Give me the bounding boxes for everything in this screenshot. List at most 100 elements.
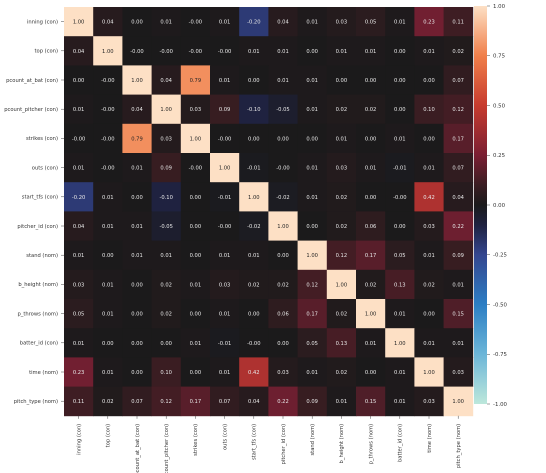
heatmap-cell [64, 7, 94, 37]
heatmap-cell [268, 94, 298, 125]
heatmap-cell [151, 7, 182, 37]
heatmap-cell [122, 240, 152, 271]
heatmap-cell [93, 299, 123, 329]
x-tick-label: top (con) [106, 424, 112, 448]
heatmap-cell [297, 182, 328, 212]
cell-value-label: 0.17 [365, 253, 377, 259]
heatmap-cell [297, 123, 328, 154]
heatmap-cell [268, 123, 298, 154]
cell-value-label: 0.02 [102, 399, 114, 405]
colorbar-tick-label: -0.25 [493, 253, 507, 259]
heatmap-cell [414, 357, 444, 387]
cell-value-label: 0.00 [102, 341, 114, 347]
cell-value-label: 0.00 [190, 370, 202, 376]
heatmap-cell [268, 357, 298, 387]
cell-value-label: 0.01 [423, 166, 435, 172]
cell-value-label: 0.00 [394, 107, 406, 113]
heatmap-cell [93, 182, 123, 212]
cell-value-label: -0.00 [247, 341, 260, 347]
cell-value-label: 0.00 [131, 282, 143, 288]
cell-value-label: 0.04 [452, 195, 464, 201]
cell-value-label: 0.04 [248, 399, 260, 405]
heatmap-cells [64, 7, 474, 417]
cell-value-label: -0.01 [393, 166, 406, 172]
cell-value-label: -0.10 [159, 195, 172, 201]
heatmap-cell-labels: 1.00 0.04 0.00 0.01 -0.00 0.01 -0.20 0.04 0.01 0.… [72, 20, 465, 406]
heatmap-cell [356, 123, 386, 154]
heatmap-cell [268, 65, 298, 95]
cell-value-label: 0.03 [336, 20, 348, 26]
cell-value-label: 0.00 [160, 341, 172, 347]
cell-value-label: 0.01 [423, 49, 435, 55]
heatmap-cell [239, 65, 269, 95]
cell-value-label: 1.00 [102, 49, 114, 55]
cell-value-label: 0.01 [365, 49, 377, 55]
cell-value-label: 0.00 [73, 78, 85, 84]
cell-value-label: 0.00 [277, 253, 289, 259]
cell-value-label: 0.01 [306, 107, 318, 113]
cell-value-label: 0.01 [190, 282, 202, 288]
x-tick-label: inning (con) [76, 424, 82, 455]
heatmap-cell [385, 153, 415, 183]
heatmap-cell [239, 182, 269, 212]
heatmap-cell [64, 328, 94, 358]
cell-value-label: 0.01 [190, 341, 202, 347]
cell-value-label: 0.01 [277, 49, 289, 55]
cell-value-label: 0.01 [394, 399, 406, 405]
heatmap-cell [239, 269, 269, 300]
heatmap-cell [180, 357, 211, 387]
cell-value-label: 0.01 [452, 341, 464, 347]
cell-value-label: -0.20 [72, 195, 85, 201]
heatmap-cell [180, 211, 211, 241]
heatmap-cell [239, 153, 269, 183]
heatmap-cell [385, 299, 415, 329]
cell-value-label: 0.03 [219, 282, 231, 288]
cell-value-label: 0.23 [73, 370, 85, 376]
cell-value-label: 0.01 [219, 20, 231, 26]
cell-value-label: 0.01 [160, 20, 172, 26]
cell-value-label: 0.02 [248, 282, 260, 288]
cell-value-label: 0.07 [452, 78, 464, 84]
x-tick-label: time (nom) [427, 424, 433, 453]
cell-value-label: 0.12 [336, 253, 348, 259]
heatmap-cell [268, 328, 298, 358]
heatmap-cell [180, 7, 211, 37]
heatmap-cell [297, 299, 328, 329]
colorbar-tick-label: 0.50 [493, 103, 506, 109]
colorbar: 1.00 0.75 0.50 0.25 0.00 -0.25 -0.50 -0.75 -1.00 [474, 4, 508, 408]
cell-value-label: 0.00 [336, 78, 348, 84]
cell-value-label: 1.00 [219, 166, 231, 172]
heatmap-cell [326, 153, 357, 183]
cell-value-label: 0.00 [102, 253, 114, 259]
cell-value-label: -0.00 [218, 49, 231, 55]
cell-value-label: -0.00 [130, 49, 143, 55]
heatmap-cell [326, 299, 357, 329]
cell-value-label: 0.01 [394, 136, 406, 142]
cell-value-label: 0.01 [131, 253, 143, 259]
heatmap-cell [151, 328, 182, 358]
heatmap-cell [64, 94, 94, 125]
heatmap-cell [93, 65, 123, 95]
cell-value-label: -0.02 [247, 224, 260, 230]
cell-value-label: 0.03 [277, 370, 289, 376]
heatmap-cell [385, 123, 415, 154]
heatmap-cell [414, 94, 444, 125]
cell-value-label: 0.02 [160, 282, 172, 288]
heatmap-cell [210, 65, 240, 95]
cell-value-label: 0.03 [423, 224, 435, 230]
cell-value-label: 0.22 [277, 399, 289, 405]
cell-value-label: 0.00 [190, 253, 202, 259]
cell-value-label: 0.10 [160, 370, 172, 376]
heatmap-cell [326, 357, 357, 387]
y-tick-label: batter_id (con) [20, 341, 58, 347]
cell-value-label: 0.00 [365, 136, 377, 142]
heatmap-cell [64, 269, 94, 300]
y-tick-label: pitch_type (nom) [14, 399, 58, 405]
cell-value-label: 0.03 [190, 107, 202, 113]
heatmap-cell [414, 328, 444, 358]
heatmap-cell [268, 269, 298, 300]
cell-value-label: 0.05 [73, 312, 85, 318]
heatmap-cell [93, 7, 123, 37]
cell-value-label: 1.00 [277, 224, 289, 230]
heatmap-cell [210, 36, 240, 66]
